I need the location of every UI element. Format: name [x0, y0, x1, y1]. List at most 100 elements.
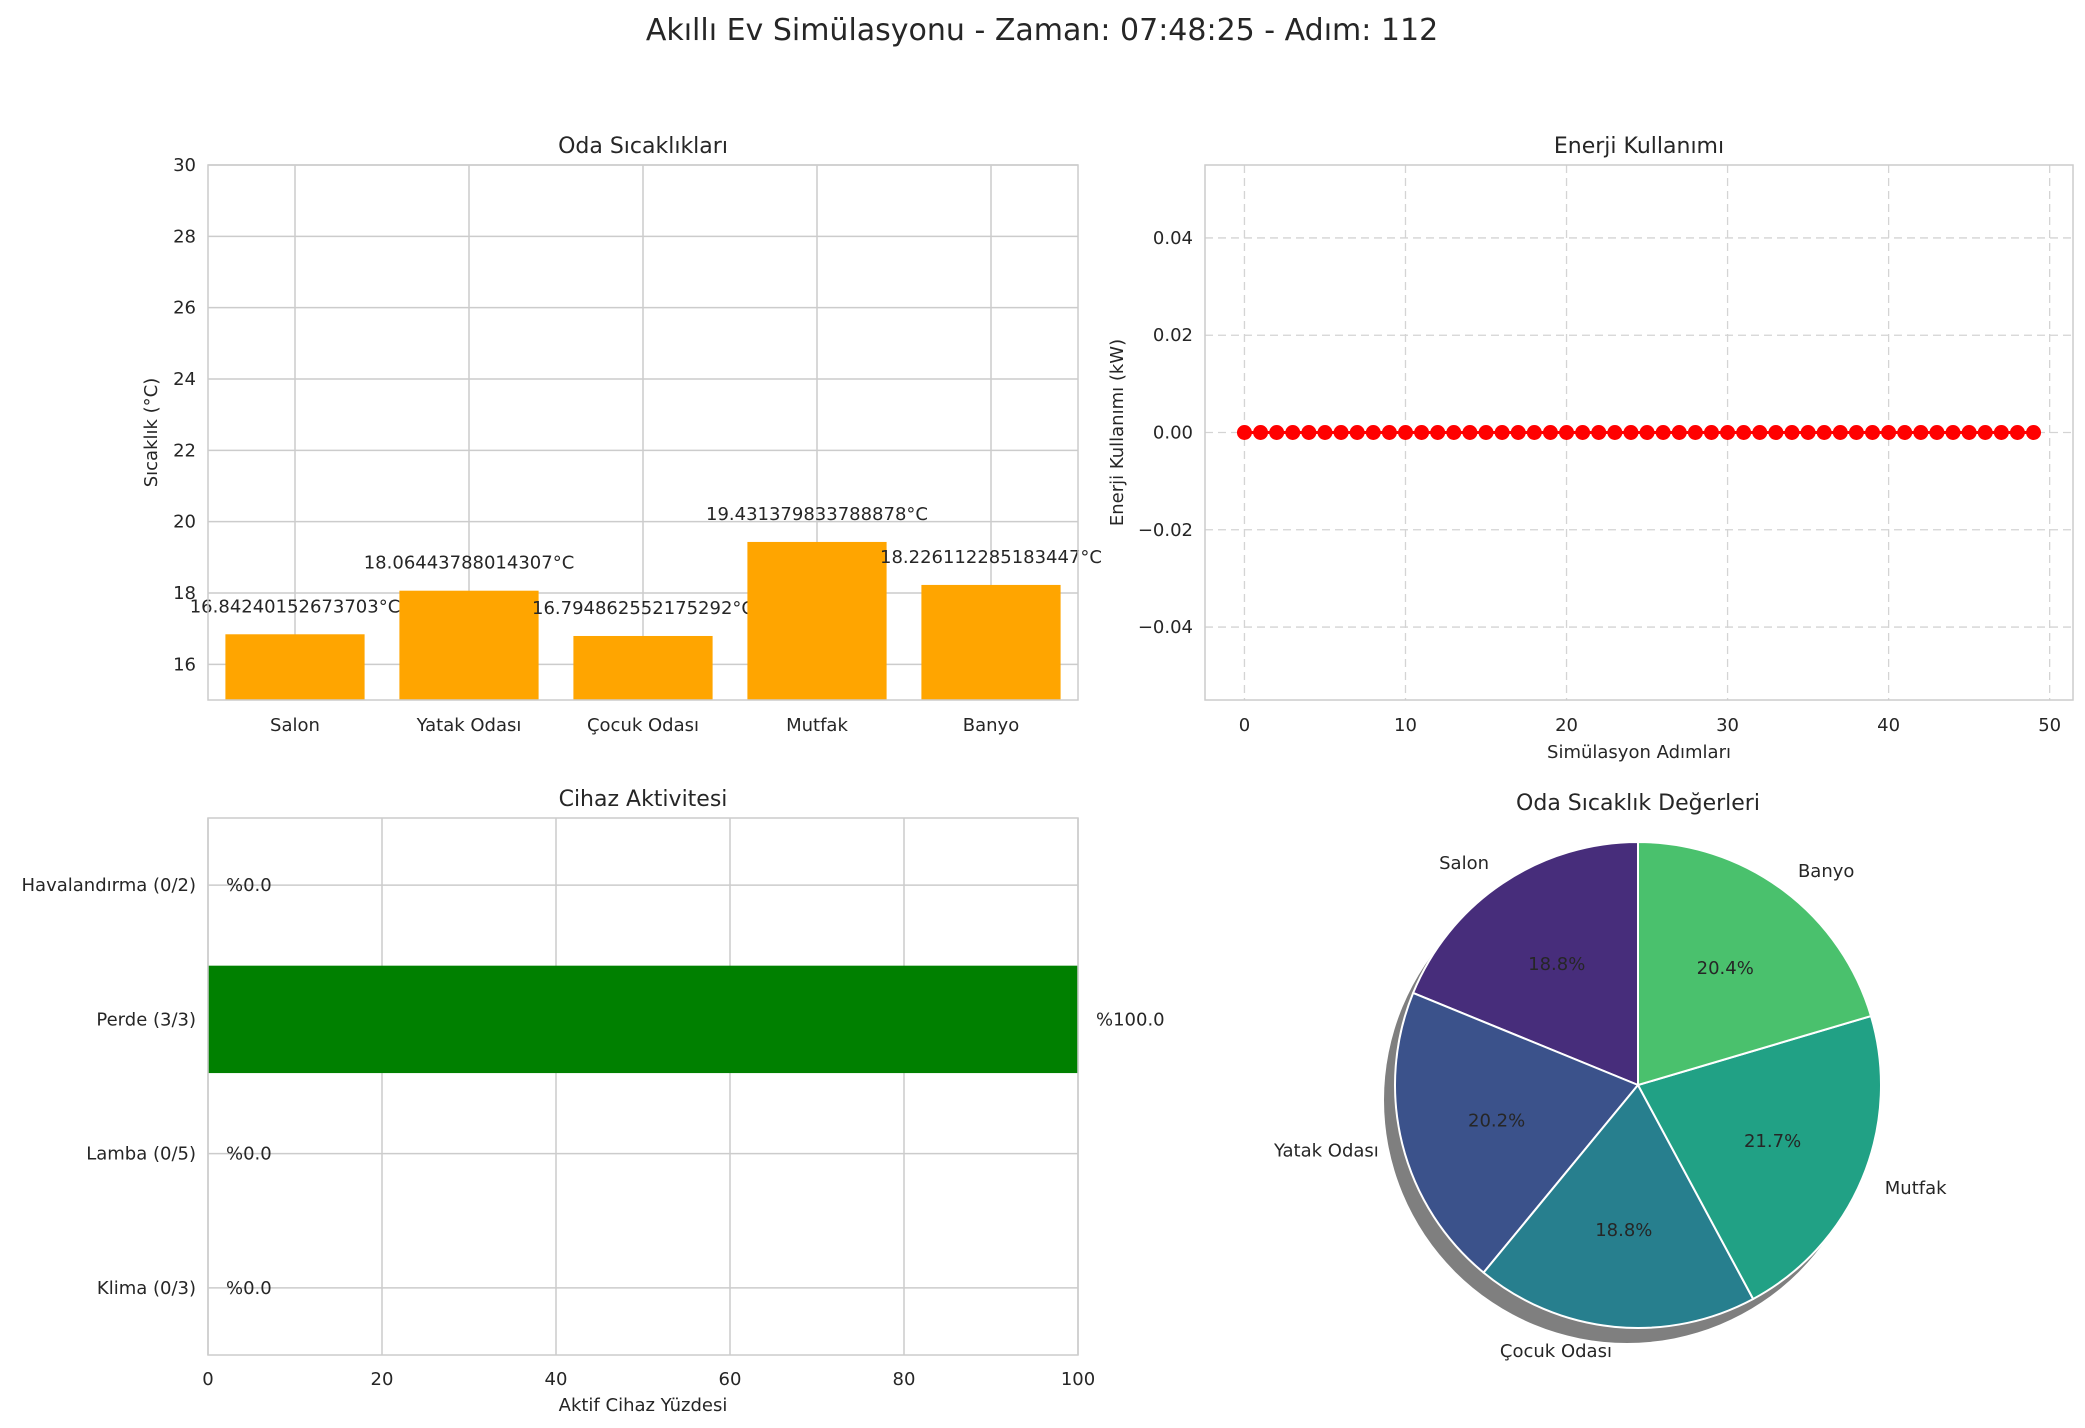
data-point-39: [1865, 425, 1881, 440]
x-tick-label: 100: [1061, 1369, 1095, 1390]
data-point-23: [1607, 425, 1623, 440]
data-point-20: [1559, 425, 1575, 440]
y-tick-label: 24: [173, 369, 196, 390]
data-point-30: [1720, 425, 1736, 440]
plot-frame: [207, 817, 1079, 1356]
pie-slice-1: [1394, 991, 1639, 1274]
bar-3: [747, 541, 887, 700]
data-point-40: [1881, 425, 1897, 440]
y-tick-label: 18: [173, 583, 196, 604]
x-tick-label: Yatak Odası: [416, 715, 522, 736]
x-tick-label: Mutfak: [786, 715, 848, 736]
data-point-35: [1800, 425, 1816, 440]
data-point-18: [1526, 425, 1542, 440]
pie-pct-label: 18.8%: [1528, 954, 1585, 975]
x-axis-label: Simülasyon Adımları: [1547, 742, 1731, 763]
data-point-31: [1736, 425, 1752, 440]
x-tick-label: 30: [1716, 715, 1739, 736]
hbar-value-label: %100.0: [1096, 1009, 1165, 1030]
data-point-46: [1977, 425, 1993, 440]
panel-title: Oda Sıcaklıkları: [558, 134, 728, 159]
data-point-2: [1269, 425, 1285, 440]
data-point-32: [1752, 425, 1768, 440]
bar-value-label: 18.06443788014307°C: [364, 553, 575, 574]
y-tick-label: Perde (3/3): [96, 1009, 196, 1030]
data-point-24: [1623, 425, 1639, 440]
data-point-11: [1414, 425, 1430, 440]
data-point-8: [1365, 425, 1381, 440]
x-tick-label: 0: [202, 1369, 213, 1390]
y-tick-label: 26: [173, 298, 196, 319]
x-tick-label: 80: [893, 1369, 916, 1390]
pie-slice-4: [1637, 841, 1873, 1086]
panel-title: Cihaz Aktivitesi: [559, 787, 728, 812]
hbar-value-label: %0.0: [226, 875, 272, 896]
data-point-29: [1703, 425, 1719, 440]
y-tick-label: 0.02: [1153, 325, 1193, 346]
data-point-28: [1687, 425, 1703, 440]
plot-frame: [207, 164, 1079, 701]
data-point-9: [1381, 425, 1397, 440]
x-tick-label: 40: [545, 1369, 568, 1390]
x-tick-label: 10: [1394, 715, 1417, 736]
data-point-43: [1929, 425, 1945, 440]
y-tick-label: 28: [173, 226, 196, 247]
hbar-value-label: %0.0: [226, 1278, 272, 1299]
pie-label: Salon: [1439, 853, 1489, 874]
data-point-16: [1494, 425, 1510, 440]
x-tick-label: 20: [371, 1369, 394, 1390]
bar-0: [225, 634, 365, 700]
bar-value-label: 19.431379833788878°C: [706, 504, 928, 525]
data-point-14: [1462, 425, 1478, 440]
y-tick-label: 16: [173, 654, 196, 675]
temperature-bar-chart: 16.84240152673703°C Salon 18.0644378801430…: [141, 134, 1102, 736]
data-point-7: [1349, 425, 1365, 440]
hbar-2: [208, 965, 1078, 1074]
pie-label: Banyo: [1798, 861, 1854, 882]
data-point-19: [1542, 425, 1558, 440]
y-axis-label: Sıcaklık (°C): [141, 378, 162, 488]
data-point-13: [1446, 425, 1462, 440]
data-point-34: [1784, 425, 1800, 440]
y-tick-label: Lamba (0/5): [86, 1144, 196, 1165]
pie-pct-label: 20.2%: [1468, 1111, 1525, 1132]
pie-slice-3: [1637, 1015, 1882, 1300]
data-point-1: [1253, 425, 1269, 440]
x-tick-label: 20: [1555, 715, 1578, 736]
bar-value-label: 18.226112285183447°C: [880, 547, 1102, 568]
data-point-26: [1655, 425, 1671, 440]
data-point-41: [1897, 425, 1913, 440]
data-point-21: [1575, 425, 1591, 440]
x-tick-label: 0: [1239, 715, 1250, 736]
y-tick-label: 20: [173, 512, 196, 533]
y-tick-label: 0.04: [1153, 228, 1193, 249]
data-point-47: [1993, 425, 2009, 440]
device-activity-chart: %0.0 Klima (0/3) %0.0 Lamba (0/5) %100.0 Perd…: [22, 787, 1165, 1416]
bar-value-label: 16.84240152673703°C: [190, 596, 401, 617]
energy-line-chart: 0 10 20 30 40 50 −0.04 −0.02 0.00 0.02 0.04 Enerji …: [1107, 134, 2074, 763]
data-point-45: [1961, 425, 1977, 440]
pie-pct-label: 18.8%: [1595, 1220, 1652, 1241]
data-point-42: [1913, 425, 1929, 440]
y-tick-label: −0.02: [1138, 520, 1193, 541]
bar-value-label: 16.794862552175292°C: [532, 598, 754, 619]
bar-2: [573, 635, 713, 700]
bar-4: [921, 584, 1061, 700]
y-tick-label: −0.04: [1138, 617, 1193, 638]
pie-slice-0: [1412, 841, 1639, 1086]
y-axis-label: Enerji Kullanımı (kW): [1107, 339, 1128, 526]
data-point-6: [1333, 425, 1349, 440]
temperature-pie-chart: Oda Sıcaklık Değerleri Salon 18.8% Yatak Od…: [1273, 791, 1947, 1362]
data-point-38: [1848, 425, 1864, 440]
figure-suptitle: Akıllı Ev Simülasyonu - Zaman: 07:48:25 …: [646, 13, 1438, 48]
x-tick-label: Salon: [270, 715, 320, 736]
data-point-22: [1591, 425, 1607, 440]
data-point-49: [2026, 425, 2042, 440]
x-tick-label: 40: [1877, 715, 1900, 736]
y-tick-label: Klima (0/3): [97, 1278, 196, 1299]
x-axis-label: Aktif Cihaz Yüzdesi: [559, 1395, 728, 1416]
data-point-27: [1671, 425, 1687, 440]
data-point-4: [1301, 425, 1317, 440]
x-tick-label: 50: [2038, 715, 2061, 736]
